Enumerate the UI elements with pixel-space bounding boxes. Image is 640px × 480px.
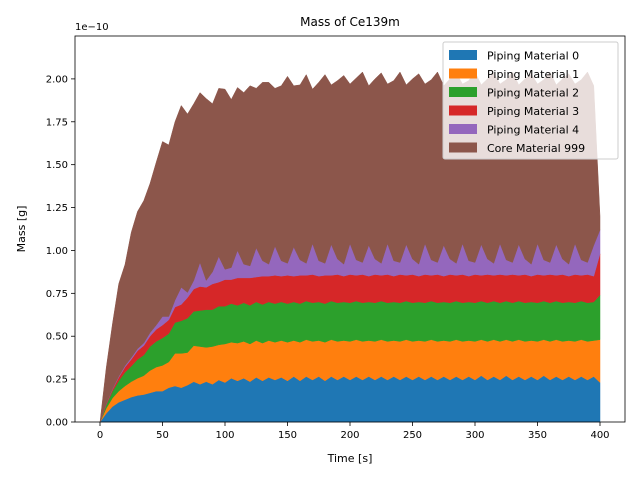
legend-swatch-5 (449, 142, 477, 153)
x-tick-label-1: 50 (156, 430, 169, 441)
legend-label-3: Piping Material 3 (487, 105, 579, 118)
legend-frame (442, 41, 619, 160)
y-tick-label-2: 0.50 (46, 332, 68, 343)
chart-title: Mass of Ce139m (300, 15, 400, 29)
y-tick-label-5: 1.25 (46, 203, 68, 214)
y-axis-ticks: 0.00 0.25 0.50 0.75 1.00 1.25 1.50 1.75 2.00 (46, 74, 75, 429)
y-tick-label-6: 1.50 (46, 160, 68, 171)
legend-label-4: Piping Material 4 (487, 124, 579, 137)
y-tick-label-3: 0.75 (46, 289, 68, 300)
x-tick-label-8: 400 (590, 430, 609, 441)
legend-label-0: Piping Material 0 (487, 50, 579, 63)
y-tick-label-1: 0.25 (46, 375, 68, 386)
y-tick-label-8: 2.00 (46, 74, 68, 85)
legend-label-1: Piping Material 1 (487, 68, 579, 81)
legend-label-5: Core Material 999 (487, 142, 585, 155)
x-tick-label-5: 250 (403, 430, 422, 441)
x-tick-label-0: 0 (97, 430, 103, 441)
x-tick-label-6: 300 (465, 430, 484, 441)
x-tick-label-3: 150 (278, 430, 297, 441)
x-tick-label-2: 100 (215, 430, 234, 441)
legend-swatch-3 (449, 105, 477, 116)
legend-swatch-1 (449, 68, 477, 79)
y-axis-scale-label: 1e−10 (75, 22, 109, 33)
legend-label-2: Piping Material 2 (487, 87, 579, 100)
x-axis-label: Time [s] (327, 452, 373, 465)
legend-swatch-2 (449, 87, 477, 97)
y-tick-label-4: 1.00 (46, 246, 68, 257)
y-tick-label-7: 1.75 (46, 117, 68, 128)
y-tick-label-0: 0.00 (46, 418, 68, 429)
area-series-group (99, 71, 601, 423)
y-axis-label: Mass [g] (15, 206, 28, 253)
x-tick-label-7: 350 (528, 430, 547, 441)
legend-swatch-4 (449, 124, 477, 134)
legend-swatch-0 (449, 50, 477, 60)
x-tick-label-4: 200 (340, 430, 359, 441)
x-axis-ticks: 0 50 100 150 200 250 300 350 400 (97, 422, 610, 441)
area-series-5 (99, 71, 601, 423)
legend: Piping Material 0 Piping Material 1 Piping… (442, 41, 619, 160)
